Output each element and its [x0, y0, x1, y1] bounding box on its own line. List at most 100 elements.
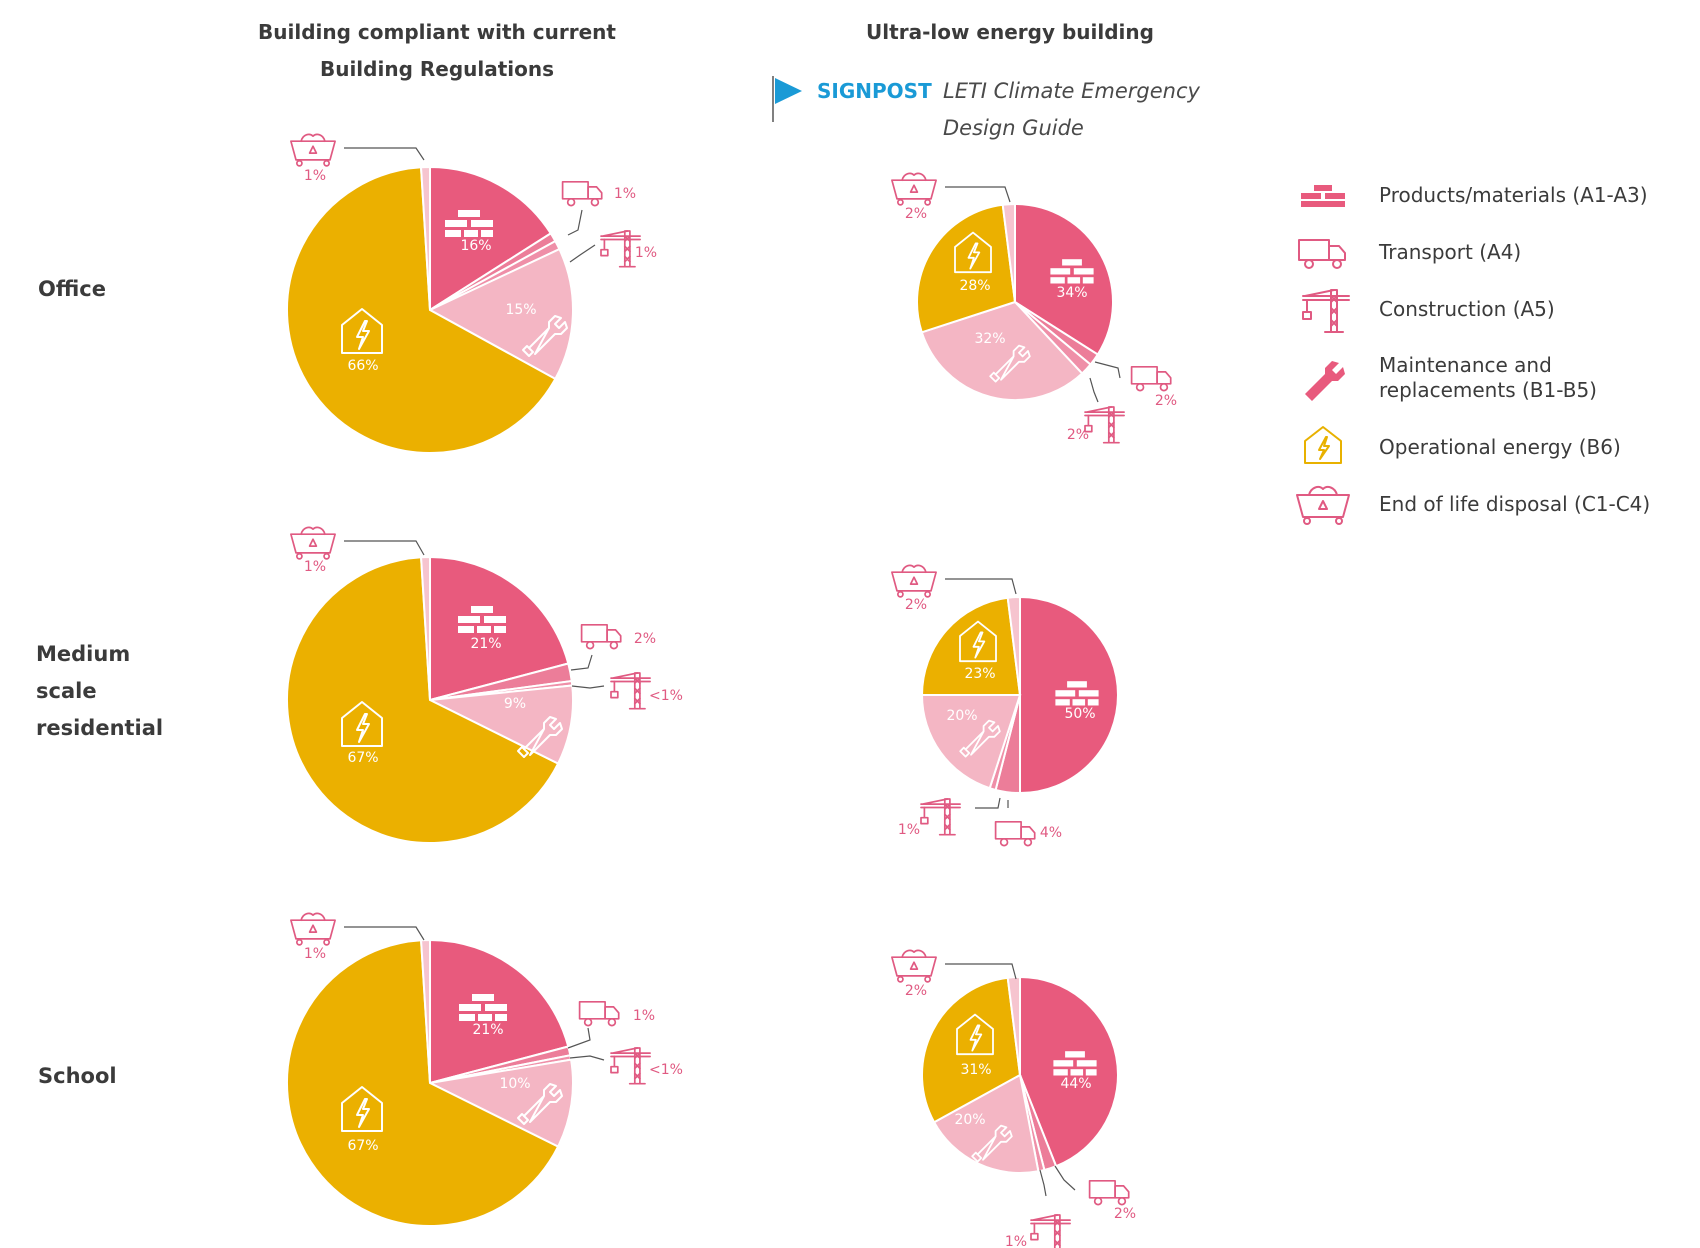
pct-label-transport: 1% — [614, 186, 636, 202]
row-label-school: School — [38, 1064, 117, 1088]
pct-label-eol: 2% — [905, 597, 927, 613]
pct-label-operational: 66% — [347, 358, 378, 374]
pie-slice-eol — [420, 938, 431, 1084]
pie-slice-eol — [1006, 975, 1021, 1076]
skip-icon — [290, 526, 336, 560]
pie-slice-eol — [1001, 202, 1016, 303]
pie-slice-maintenance — [426, 684, 574, 765]
legend-label-operational: Operational energy (B6) — [1379, 435, 1621, 459]
pct-label-maintenance: 10% — [499, 1076, 530, 1092]
pct-label-operational: 67% — [347, 750, 378, 766]
signpost-flag-icon — [772, 76, 802, 122]
legend-item-construction: Construction (A5) — [1302, 289, 1555, 333]
legend-label-eol: End of life disposal (C1-C4) — [1379, 492, 1650, 516]
pie-slice-maintenance — [427, 247, 574, 381]
row-label-residential-line2: scale — [36, 679, 97, 703]
col2-header: Ultra-low energy building — [866, 20, 1154, 44]
pct-label-products: 16% — [460, 238, 491, 254]
truck-icon — [580, 623, 622, 650]
signpost-link-line2[interactable]: Design Guide — [943, 116, 1084, 140]
pct-label-maintenance: 20% — [946, 708, 977, 724]
skip-icon — [290, 133, 336, 167]
legend-label-products: Products/materials (A1-A3) — [1379, 183, 1648, 207]
leader-line-construction — [1089, 377, 1099, 403]
crane-icon — [1030, 1214, 1071, 1248]
leader-line-construction — [569, 244, 596, 263]
pct-label-operational: 31% — [960, 1062, 991, 1078]
skip-icon — [1296, 486, 1350, 525]
truck-icon — [994, 820, 1036, 847]
pct-label-construction: 1% — [635, 245, 657, 261]
legend-label-maintenance-line1: Maintenance and — [1379, 353, 1552, 377]
pct-label-eol: 1% — [304, 559, 326, 575]
pct-label-construction: <1% — [649, 688, 683, 704]
pie-slice-maintenance — [920, 300, 1084, 402]
pct-label-transport: 1% — [633, 1008, 655, 1024]
skip-icon — [891, 172, 937, 206]
pie-slice-eol — [419, 165, 431, 311]
leader-line-construction — [975, 797, 1001, 809]
row-label-residential-line1: Medium — [36, 642, 130, 666]
pie-slice-operational — [286, 166, 557, 454]
pct-label-maintenance: 9% — [504, 696, 526, 712]
truck-icon — [1298, 239, 1346, 269]
house-bolt-icon — [1304, 426, 1342, 464]
pct-label-eol: 2% — [905, 983, 927, 999]
signpost-label[interactable]: SIGNPOST — [817, 79, 932, 103]
wrench-icon — [1305, 361, 1345, 401]
leader-line-transport — [1094, 361, 1121, 379]
pct-label-operational: 28% — [959, 278, 990, 294]
pct-label-transport: 2% — [1155, 393, 1177, 409]
pie-chart-4: 21% 10% 67% 1% 1% <1% — [285, 912, 683, 1227]
crane-icon — [1302, 289, 1350, 333]
pie-slice-products — [429, 938, 570, 1085]
pct-label-construction: 1% — [898, 822, 920, 838]
legend-item-transport: Transport (A4) — [1298, 239, 1521, 269]
legend-label-maintenance-line2: replacements (B1-B5) — [1379, 378, 1597, 402]
col1-header-line2: Building Regulations — [320, 57, 554, 81]
col1-header-line1: Building compliant with current — [258, 20, 616, 44]
signpost-link-line1[interactable]: LETI Climate Emergency — [943, 79, 1201, 103]
pct-label-products: 34% — [1056, 285, 1087, 301]
pct-label-eol: 2% — [905, 206, 927, 222]
legend-item-products: Products/materials (A1-A3) — [1301, 183, 1648, 207]
legend-item-operational: Operational energy (B6) — [1304, 426, 1621, 464]
pct-label-products: 50% — [1064, 706, 1095, 722]
truck-icon — [578, 1000, 620, 1027]
pie-slice-maintenance — [932, 1073, 1040, 1174]
pie-chart-3: 50% 20% 23% 2% 4% 1% — [891, 564, 1119, 847]
pie-slice-maintenance — [426, 1058, 574, 1148]
pie-chart-2: 21% 9% 67% 1% 2% <1% — [286, 526, 683, 844]
bricks-icon — [1301, 185, 1345, 207]
leader-line-eol — [344, 540, 425, 556]
leader-line-transport — [570, 654, 593, 671]
pct-label-eol: 1% — [304, 946, 326, 962]
leader-line-eol — [945, 578, 1017, 595]
leader-line-construction — [569, 1055, 605, 1061]
pct-label-maintenance: 15% — [505, 302, 536, 318]
pie-slice-operational — [286, 556, 560, 844]
pie-slice-products — [429, 165, 553, 312]
pie-slice-maintenance — [920, 694, 1022, 790]
pct-label-products: 44% — [1060, 1076, 1091, 1092]
crane-icon — [920, 798, 961, 836]
legend: Products/materials (A1-A3) Transport (A4… — [1296, 183, 1650, 525]
truck-icon — [1130, 365, 1172, 392]
pie-slice-products — [1019, 975, 1119, 1168]
pct-label-maintenance: 20% — [954, 1112, 985, 1128]
leader-line-eol — [945, 186, 1011, 203]
leader-line-construction — [571, 685, 605, 689]
pie-slice-eol — [420, 555, 431, 701]
pct-label-transport: 2% — [634, 631, 656, 647]
leader-line-eol — [344, 926, 425, 941]
pie-slice-operational — [916, 203, 1017, 334]
crane-icon — [1084, 406, 1125, 444]
legend-item-eol: End of life disposal (C1-C4) — [1296, 486, 1650, 525]
pie-chart-5: 44% 20% 31% 2% 2% 1% — [891, 949, 1136, 1248]
pct-label-products: 21% — [472, 1022, 503, 1038]
pct-label-transport: 4% — [1040, 825, 1062, 841]
row-label-office: Office — [38, 277, 106, 301]
leader-line-construction — [1039, 1169, 1047, 1197]
